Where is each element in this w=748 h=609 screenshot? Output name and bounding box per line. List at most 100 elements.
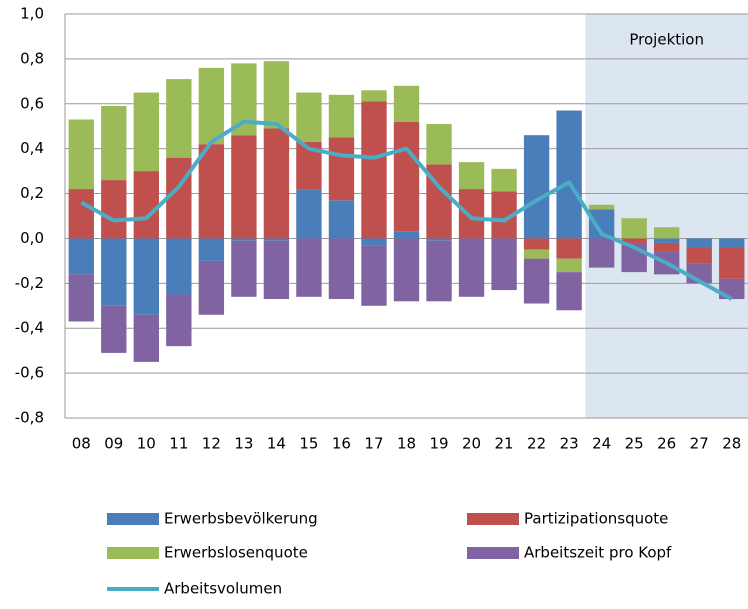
y-tick-label: 0,2 <box>20 184 44 202</box>
bar <box>198 238 225 261</box>
y-tick-label: -0,2 <box>15 274 44 292</box>
bar <box>68 119 94 190</box>
bar <box>328 238 355 300</box>
bar <box>523 249 550 259</box>
bar <box>166 294 192 347</box>
bar <box>458 238 485 297</box>
bar <box>621 218 647 239</box>
legend-label: Arbeitsvolumen <box>164 580 282 598</box>
bar <box>523 238 550 250</box>
y-tick-label: 0,8 <box>20 49 44 67</box>
bar <box>133 238 159 315</box>
bar <box>101 238 127 306</box>
x-tick-label: 08 <box>72 435 91 453</box>
bar <box>588 204 615 210</box>
y-tick-label: -0,6 <box>15 364 44 382</box>
bar <box>426 123 452 165</box>
bar <box>393 85 420 122</box>
legend-label: Arbeitszeit pro Kopf <box>524 544 672 562</box>
legend-label: Partizipationsquote <box>524 510 668 528</box>
bar <box>133 314 159 362</box>
bar <box>296 92 322 142</box>
bar <box>166 238 192 295</box>
bar <box>393 238 420 302</box>
legend-swatch <box>467 513 519 525</box>
bar <box>654 227 680 239</box>
bar <box>166 79 192 158</box>
bar <box>621 238 647 243</box>
bar <box>458 162 485 190</box>
bar <box>198 260 225 315</box>
legend-swatch <box>107 513 159 525</box>
y-tick-label: 0,0 <box>20 229 44 247</box>
bar <box>296 189 322 239</box>
annotation: Projektion <box>629 31 704 49</box>
bar <box>654 242 680 252</box>
bar <box>523 135 550 239</box>
x-tick-label: 28 <box>722 435 741 453</box>
x-tick-label: 20 <box>462 435 481 453</box>
x-tick-label: 15 <box>299 435 318 453</box>
bar <box>491 168 517 192</box>
bar <box>491 238 517 291</box>
bar <box>556 258 582 273</box>
bar <box>686 247 712 264</box>
x-tick-label: 10 <box>137 435 156 453</box>
bar <box>198 144 225 239</box>
bar <box>426 238 452 241</box>
bar <box>393 231 420 239</box>
bar <box>101 180 127 239</box>
x-tick-label: 24 <box>592 435 611 453</box>
x-tick-label: 17 <box>364 435 383 453</box>
bar <box>556 272 582 311</box>
bar <box>328 200 355 239</box>
bar <box>133 171 159 239</box>
x-tick-label: 18 <box>397 435 416 453</box>
legend-swatch <box>467 547 519 559</box>
bar <box>361 238 387 246</box>
y-tick-label: 0,6 <box>20 94 44 112</box>
bar <box>654 238 680 243</box>
bar <box>393 121 420 232</box>
x-tick-label: 26 <box>657 435 676 453</box>
bar <box>231 240 257 297</box>
bar <box>523 258 550 304</box>
bar <box>68 274 94 322</box>
x-tick-label: 11 <box>169 435 188 453</box>
bar <box>361 245 387 306</box>
bar <box>556 110 582 239</box>
bar <box>101 305 127 353</box>
bar <box>198 67 225 145</box>
y-tick-label: -0,4 <box>15 319 44 337</box>
bar <box>588 238 615 268</box>
line <box>80 119 733 301</box>
bar <box>101 106 127 181</box>
x-tick-label: 22 <box>527 435 546 453</box>
y-tick-label: -0,8 <box>15 409 44 427</box>
bar <box>328 94 355 138</box>
bar <box>328 137 355 201</box>
bar <box>361 90 387 102</box>
x-tick-label: 23 <box>560 435 579 453</box>
x-tick-label: 13 <box>234 435 253 453</box>
legend-label: Erwerbsbevölkerung <box>164 510 318 528</box>
bar <box>263 240 290 300</box>
x-tick-label: 27 <box>690 435 709 453</box>
bar <box>686 238 712 248</box>
bar <box>263 61 290 129</box>
bar <box>68 238 94 275</box>
x-tick-label: 16 <box>332 435 351 453</box>
x-tick-label: 12 <box>202 435 221 453</box>
bar <box>68 189 94 239</box>
bar <box>296 238 322 297</box>
x-tick-label: 19 <box>429 435 448 453</box>
bar <box>133 92 159 172</box>
bar <box>556 238 582 259</box>
y-tick-label: 1,0 <box>20 5 44 23</box>
bar <box>719 238 745 248</box>
bar <box>231 63 257 136</box>
y-tick-label: 0,4 <box>20 139 44 157</box>
bar <box>231 135 257 239</box>
x-tick-label: 25 <box>625 435 644 453</box>
